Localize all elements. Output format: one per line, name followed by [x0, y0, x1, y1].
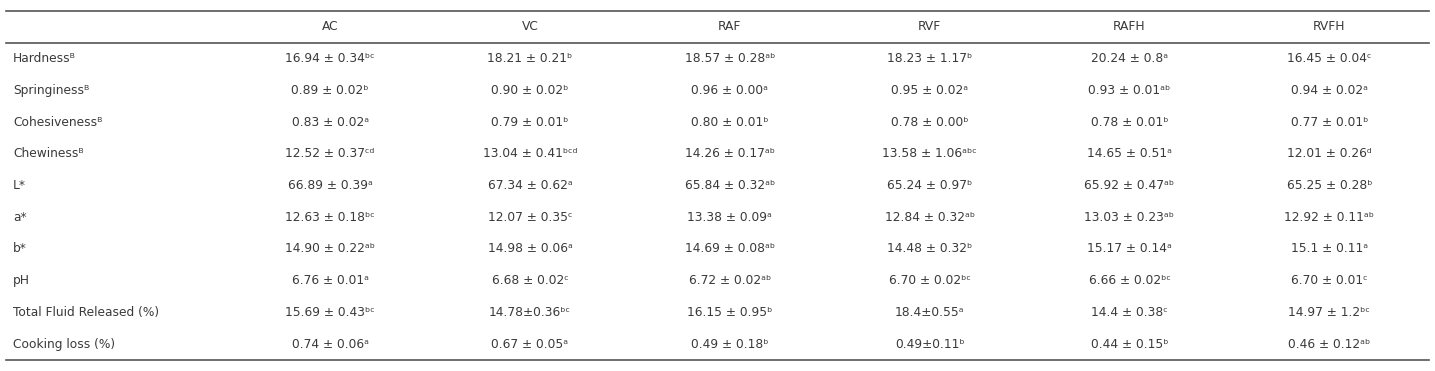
Text: 12.92 ± 0.11ᵃᵇ: 12.92 ± 0.11ᵃᵇ: [1284, 211, 1375, 224]
Text: 14.4 ± 0.38ᶜ: 14.4 ± 0.38ᶜ: [1091, 306, 1168, 319]
Text: 18.57 ± 0.28ᵃᵇ: 18.57 ± 0.28ᵃᵇ: [684, 52, 775, 65]
Text: Total Fluid Released (%): Total Fluid Released (%): [13, 306, 159, 319]
Text: 0.94 ± 0.02ᵃ: 0.94 ± 0.02ᵃ: [1292, 84, 1368, 97]
Text: RVFH: RVFH: [1313, 20, 1346, 33]
Text: 14.97 ± 1.2ᵇᶜ: 14.97 ± 1.2ᵇᶜ: [1289, 306, 1370, 319]
Text: 0.93 ± 0.01ᵃᵇ: 0.93 ± 0.01ᵃᵇ: [1088, 84, 1171, 97]
Text: 0.83 ± 0.02ᵃ: 0.83 ± 0.02ᵃ: [291, 116, 369, 129]
Text: 14.98 ± 0.06ᵃ: 14.98 ± 0.06ᵃ: [488, 242, 573, 255]
Text: 14.78±0.36ᵇᶜ: 14.78±0.36ᵇᶜ: [489, 306, 571, 319]
Text: 6.70 ± 0.01ᶜ: 6.70 ± 0.01ᶜ: [1292, 274, 1368, 287]
Text: RVF: RVF: [918, 20, 941, 33]
Text: 13.04 ± 0.41ᵇᶜᵈ: 13.04 ± 0.41ᵇᶜᵈ: [482, 147, 577, 160]
Text: L*: L*: [13, 179, 26, 192]
Text: 12.84 ± 0.32ᵃᵇ: 12.84 ± 0.32ᵃᵇ: [884, 211, 974, 224]
Text: 65.92 ± 0.47ᵃᵇ: 65.92 ± 0.47ᵃᵇ: [1085, 179, 1175, 192]
Text: 6.76 ± 0.01ᵃ: 6.76 ± 0.01ᵃ: [291, 274, 369, 287]
Text: 0.44 ± 0.15ᵇ: 0.44 ± 0.15ᵇ: [1091, 338, 1168, 351]
Text: 0.78 ± 0.01ᵇ: 0.78 ± 0.01ᵇ: [1091, 116, 1168, 129]
Text: 14.90 ± 0.22ᵃᵇ: 14.90 ± 0.22ᵃᵇ: [286, 242, 375, 255]
Text: 20.24 ± 0.8ᵃ: 20.24 ± 0.8ᵃ: [1091, 52, 1168, 65]
Text: 0.67 ± 0.05ᵃ: 0.67 ± 0.05ᵃ: [491, 338, 568, 351]
Text: 18.21 ± 0.21ᵇ: 18.21 ± 0.21ᵇ: [488, 52, 573, 65]
Text: 0.80 ± 0.01ᵇ: 0.80 ± 0.01ᵇ: [692, 116, 769, 129]
Text: 0.79 ± 0.01ᵇ: 0.79 ± 0.01ᵇ: [491, 116, 568, 129]
Text: RAF: RAF: [718, 20, 742, 33]
Text: 66.89 ± 0.39ᵃ: 66.89 ± 0.39ᵃ: [287, 179, 373, 192]
Text: 16.15 ± 0.95ᵇ: 16.15 ± 0.95ᵇ: [687, 306, 772, 319]
Text: 0.95 ± 0.02ᵃ: 0.95 ± 0.02ᵃ: [891, 84, 969, 97]
Text: 0.78 ± 0.00ᵇ: 0.78 ± 0.00ᵇ: [891, 116, 969, 129]
Text: 0.46 ± 0.12ᵃᵇ: 0.46 ± 0.12ᵃᵇ: [1289, 338, 1370, 351]
Text: 15.1 ± 0.11ᵃ: 15.1 ± 0.11ᵃ: [1290, 242, 1368, 255]
Text: 18.23 ± 1.17ᵇ: 18.23 ± 1.17ᵇ: [887, 52, 973, 65]
Text: a*: a*: [13, 211, 26, 224]
Text: 13.03 ± 0.23ᵃᵇ: 13.03 ± 0.23ᵃᵇ: [1085, 211, 1174, 224]
Text: 18.4±0.55ᵃ: 18.4±0.55ᵃ: [895, 306, 964, 319]
Text: 0.90 ± 0.02ᵇ: 0.90 ± 0.02ᵇ: [491, 84, 568, 97]
Text: 0.49 ± 0.18ᵇ: 0.49 ± 0.18ᵇ: [692, 338, 769, 351]
Text: 14.65 ± 0.51ᵃ: 14.65 ± 0.51ᵃ: [1086, 147, 1172, 160]
Text: VC: VC: [521, 20, 538, 33]
Text: 0.74 ± 0.06ᵃ: 0.74 ± 0.06ᵃ: [291, 338, 369, 351]
Text: AC: AC: [321, 20, 339, 33]
Text: 65.84 ± 0.32ᵃᵇ: 65.84 ± 0.32ᵃᵇ: [684, 179, 775, 192]
Text: 14.69 ± 0.08ᵃᵇ: 14.69 ± 0.08ᵃᵇ: [684, 242, 775, 255]
Text: 13.58 ± 1.06ᵃᵇᶜ: 13.58 ± 1.06ᵃᵇᶜ: [883, 147, 977, 160]
Text: Springinessᴮ: Springinessᴮ: [13, 84, 89, 97]
Text: 6.70 ± 0.02ᵇᶜ: 6.70 ± 0.02ᵇᶜ: [888, 274, 970, 287]
Text: pH: pH: [13, 274, 30, 287]
Text: Cohesivenessᴮ: Cohesivenessᴮ: [13, 116, 102, 129]
Text: 13.38 ± 0.09ᵃ: 13.38 ± 0.09ᵃ: [687, 211, 772, 224]
Text: Cooking loss (%): Cooking loss (%): [13, 338, 115, 351]
Text: 6.66 ± 0.02ᵇᶜ: 6.66 ± 0.02ᵇᶜ: [1089, 274, 1171, 287]
Text: 12.63 ± 0.18ᵇᶜ: 12.63 ± 0.18ᵇᶜ: [286, 211, 375, 224]
Text: 14.48 ± 0.32ᵇ: 14.48 ± 0.32ᵇ: [887, 242, 973, 255]
Text: 67.34 ± 0.62ᵃ: 67.34 ± 0.62ᵃ: [488, 179, 573, 192]
Text: 0.49±0.11ᵇ: 0.49±0.11ᵇ: [895, 338, 964, 351]
Text: Hardnessᴮ: Hardnessᴮ: [13, 52, 76, 65]
Text: Chewinessᴮ: Chewinessᴮ: [13, 147, 83, 160]
Text: 0.96 ± 0.00ᵃ: 0.96 ± 0.00ᵃ: [692, 84, 768, 97]
Text: 65.25 ± 0.28ᵇ: 65.25 ± 0.28ᵇ: [1287, 179, 1372, 192]
Text: 16.94 ± 0.34ᵇᶜ: 16.94 ± 0.34ᵇᶜ: [286, 52, 375, 65]
Text: 6.68 ± 0.02ᶜ: 6.68 ± 0.02ᶜ: [492, 274, 568, 287]
Text: 6.72 ± 0.02ᵃᵇ: 6.72 ± 0.02ᵃᵇ: [689, 274, 771, 287]
Text: b*: b*: [13, 242, 27, 255]
Text: 16.45 ± 0.04ᶜ: 16.45 ± 0.04ᶜ: [1287, 52, 1372, 65]
Text: 15.69 ± 0.43ᵇᶜ: 15.69 ± 0.43ᵇᶜ: [286, 306, 375, 319]
Text: 0.77 ± 0.01ᵇ: 0.77 ± 0.01ᵇ: [1290, 116, 1368, 129]
Text: 12.07 ± 0.35ᶜ: 12.07 ± 0.35ᶜ: [488, 211, 573, 224]
Text: 65.24 ± 0.97ᵇ: 65.24 ± 0.97ᵇ: [887, 179, 973, 192]
Text: 0.89 ± 0.02ᵇ: 0.89 ± 0.02ᵇ: [291, 84, 369, 97]
Text: 15.17 ± 0.14ᵃ: 15.17 ± 0.14ᵃ: [1088, 242, 1172, 255]
Text: RAFH: RAFH: [1114, 20, 1145, 33]
Text: 12.01 ± 0.26ᵈ: 12.01 ± 0.26ᵈ: [1287, 147, 1372, 160]
Text: 12.52 ± 0.37ᶜᵈ: 12.52 ± 0.37ᶜᵈ: [286, 147, 375, 160]
Text: 14.26 ± 0.17ᵃᵇ: 14.26 ± 0.17ᵃᵇ: [684, 147, 775, 160]
